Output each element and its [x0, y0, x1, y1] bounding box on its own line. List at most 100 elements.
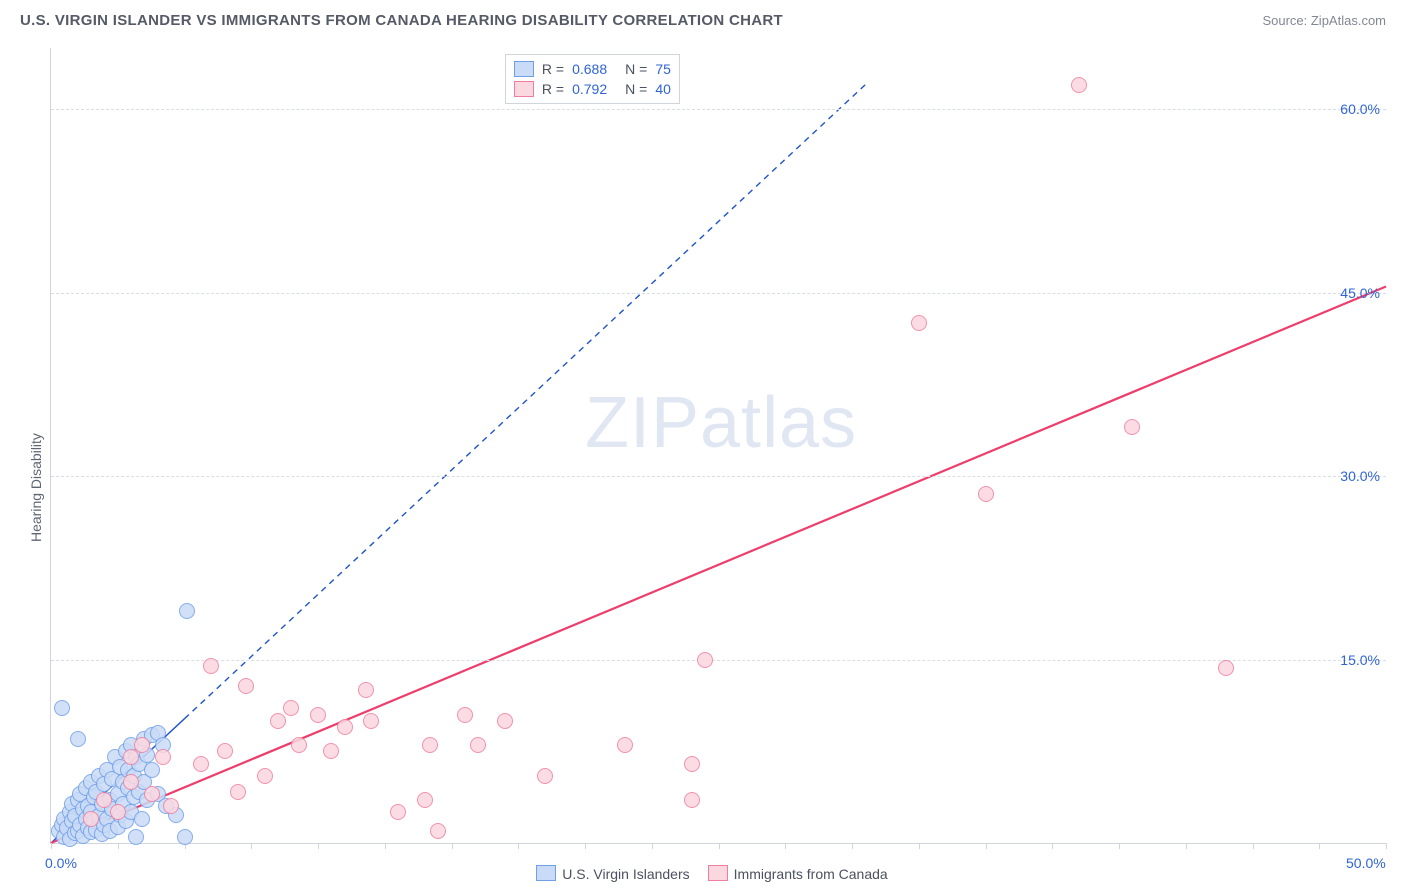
legend-r-value: 0.792	[572, 81, 607, 97]
x-tick	[318, 843, 319, 849]
x-tick	[919, 843, 920, 849]
scatter-point	[1071, 77, 1087, 93]
legend-swatch	[708, 865, 728, 881]
x-tick	[385, 843, 386, 849]
scatter-point	[270, 713, 286, 729]
x-tick	[1119, 843, 1120, 849]
scatter-point	[617, 737, 633, 753]
y-tick-label: 15.0%	[1340, 652, 1380, 668]
scatter-point	[1218, 660, 1234, 676]
chart-title: U.S. VIRGIN ISLANDER VS IMMIGRANTS FROM …	[20, 12, 783, 29]
legend-r-label: R =	[542, 61, 564, 77]
scatter-point	[417, 792, 433, 808]
scatter-point	[155, 749, 171, 765]
scatter-point	[110, 804, 126, 820]
chart-area: Hearing Disability ZIPatlas R =0.688N =7…	[50, 48, 1386, 844]
y-tick-label: 60.0%	[1340, 101, 1380, 117]
scatter-point	[134, 811, 150, 827]
legend-series-label: U.S. Virgin Islanders	[562, 866, 689, 882]
x-tick	[1253, 843, 1254, 849]
x-tick	[452, 843, 453, 849]
legend-row: R = 0.688 N = 75	[514, 59, 671, 79]
watermark: ZIPatlas	[585, 382, 857, 464]
scatter-point	[390, 804, 406, 820]
scatter-point	[83, 811, 99, 827]
scatter-point	[179, 603, 195, 619]
scatter-point	[217, 743, 233, 759]
scatter-point	[358, 682, 374, 698]
gridline	[51, 293, 1386, 294]
y-axis-title: Hearing Disability	[28, 433, 44, 542]
scatter-point	[177, 829, 193, 845]
scatter-point	[911, 315, 927, 331]
correlation-legend: R = 0.688 N = 75 R = 0.792 N = 40	[505, 54, 680, 104]
x-tick	[1186, 843, 1187, 849]
scatter-point	[684, 756, 700, 772]
scatter-point	[422, 737, 438, 753]
scatter-point	[128, 829, 144, 845]
gridline	[51, 660, 1386, 661]
scatter-point	[96, 792, 112, 808]
scatter-point	[283, 700, 299, 716]
series-legend: U.S. Virgin IslandersImmigrants from Can…	[0, 865, 1406, 882]
legend-swatch	[536, 865, 556, 881]
legend-swatch	[514, 81, 534, 97]
scatter-point	[363, 713, 379, 729]
scatter-point	[684, 792, 700, 808]
scatter-point	[291, 737, 307, 753]
legend-r-value: 0.688	[572, 61, 607, 77]
watermark-thin: atlas	[700, 383, 857, 463]
x-tick	[1386, 843, 1387, 849]
x-tick	[852, 843, 853, 849]
scatter-point	[238, 678, 254, 694]
x-tick	[51, 843, 52, 849]
x-tick	[251, 843, 252, 849]
x-tick	[585, 843, 586, 849]
scatter-point	[978, 486, 994, 502]
gridline	[51, 476, 1386, 477]
scatter-point	[697, 652, 713, 668]
scatter-point	[123, 774, 139, 790]
legend-n-label: N =	[625, 81, 647, 97]
x-tick	[719, 843, 720, 849]
plot-region: ZIPatlas R = 0.688 N = 75 R = 0.792 N = 40 15.0…	[50, 48, 1386, 844]
scatter-point	[193, 756, 209, 772]
source-label: Source: ZipAtlas.com	[1262, 13, 1386, 28]
x-tick	[652, 843, 653, 849]
legend-r-label: R =	[542, 81, 564, 97]
scatter-point	[323, 743, 339, 759]
scatter-point	[457, 707, 473, 723]
scatter-point	[144, 786, 160, 802]
scatter-point	[1124, 419, 1140, 435]
x-tick	[785, 843, 786, 849]
y-tick-label: 45.0%	[1340, 285, 1380, 301]
scatter-point	[54, 700, 70, 716]
x-tick	[118, 843, 119, 849]
scatter-point	[337, 719, 353, 735]
scatter-point	[257, 768, 273, 784]
scatter-point	[230, 784, 246, 800]
trend-lines	[51, 48, 1386, 843]
x-tick	[1319, 843, 1320, 849]
trend-line	[51, 287, 1386, 844]
x-tick	[518, 843, 519, 849]
scatter-point	[497, 713, 513, 729]
legend-n-value: 40	[655, 81, 671, 97]
scatter-point	[70, 731, 86, 747]
scatter-point	[470, 737, 486, 753]
scatter-point	[163, 798, 179, 814]
trend-line	[185, 85, 866, 719]
scatter-point	[310, 707, 326, 723]
legend-n-value: 75	[655, 61, 671, 77]
x-tick	[1052, 843, 1053, 849]
scatter-point	[203, 658, 219, 674]
gridline	[51, 109, 1386, 110]
legend-n-label: N =	[625, 61, 647, 77]
legend-row: R = 0.792 N = 40	[514, 79, 671, 99]
scatter-point	[537, 768, 553, 784]
y-tick-label: 30.0%	[1340, 468, 1380, 484]
scatter-point	[123, 749, 139, 765]
scatter-point	[430, 823, 446, 839]
legend-swatch	[514, 61, 534, 77]
watermark-bold: ZIP	[585, 383, 700, 463]
